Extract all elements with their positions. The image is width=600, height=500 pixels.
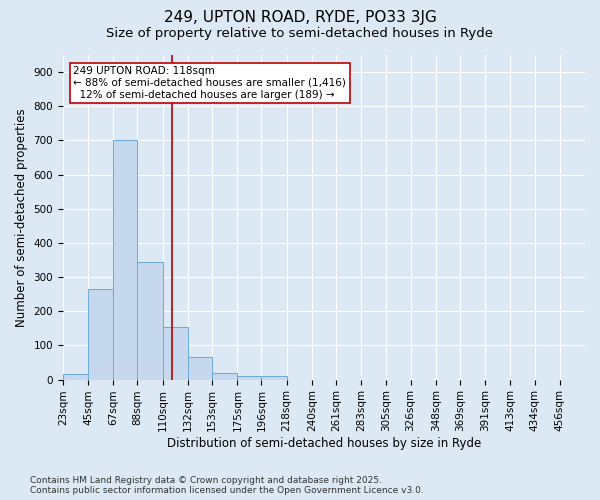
Bar [262, 376, 287, 380]
Bar [188, 358, 212, 380]
Text: Contains HM Land Registry data © Crown copyright and database right 2025.
Contai: Contains HM Land Registry data © Crown c… [30, 476, 424, 495]
Bar [163, 326, 188, 380]
Bar [212, 373, 238, 380]
Text: Size of property relative to semi-detached houses in Ryde: Size of property relative to semi-detach… [107, 28, 493, 40]
Bar [113, 140, 137, 380]
Y-axis label: Number of semi-detached properties: Number of semi-detached properties [15, 108, 28, 326]
X-axis label: Distribution of semi-detached houses by size in Ryde: Distribution of semi-detached houses by … [167, 437, 481, 450]
Text: 249 UPTON ROAD: 118sqm
← 88% of semi-detached houses are smaller (1,416)
  12% o: 249 UPTON ROAD: 118sqm ← 88% of semi-det… [73, 66, 346, 100]
Bar [238, 376, 262, 380]
Bar [88, 289, 113, 380]
Bar [63, 374, 88, 380]
Text: 249, UPTON ROAD, RYDE, PO33 3JG: 249, UPTON ROAD, RYDE, PO33 3JG [164, 10, 436, 25]
Bar [137, 262, 163, 380]
